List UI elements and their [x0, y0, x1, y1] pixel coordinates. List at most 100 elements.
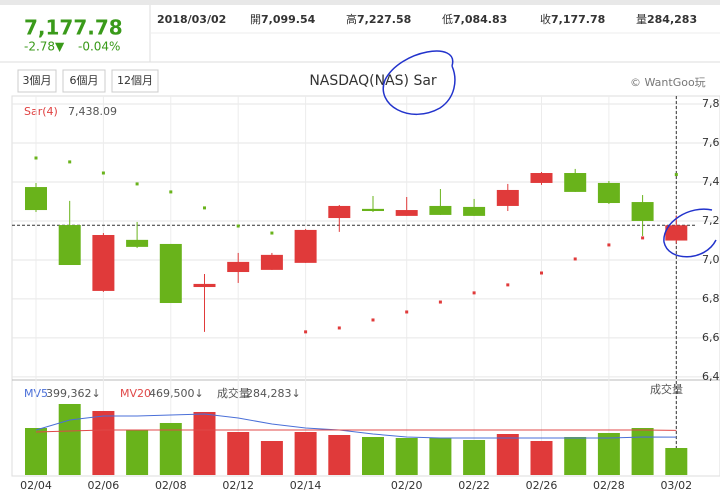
- legend-label: 成交量: [217, 386, 250, 400]
- candle-body: [496, 189, 519, 206]
- volume-bar: [227, 431, 250, 475]
- sar-dot: [607, 243, 611, 247]
- sar-dot: [34, 156, 38, 160]
- field-value: 7,099.54: [261, 13, 316, 26]
- sar-dot: [135, 182, 139, 186]
- x-tick-label: 02/04: [20, 479, 52, 492]
- y-tick-label: 6,800: [702, 292, 720, 305]
- volume-bar: [362, 436, 384, 475]
- volume-bar: [463, 439, 486, 475]
- volume-bar: [328, 435, 351, 475]
- sar-dot: [674, 173, 678, 177]
- x-tick-label: 02/14: [290, 479, 322, 492]
- volume-bar: [58, 403, 81, 475]
- y-tick-label: 7,400: [702, 175, 720, 188]
- moving-average: [35, 429, 677, 433]
- volume-bar: [294, 431, 317, 475]
- x-tick-label: 02/28: [593, 479, 625, 492]
- x-tick-label: 02/06: [88, 479, 120, 492]
- field-value: 7,177.78: [551, 13, 605, 26]
- volume-bar: [665, 447, 688, 475]
- field-value: 7,227.58: [357, 13, 411, 26]
- field-label: 開: [250, 13, 261, 26]
- candle-body: [631, 202, 654, 221]
- y-tick-label: 7,800: [702, 97, 720, 110]
- range-button[interactable]: [62, 69, 106, 93]
- field-label: 低: [442, 13, 453, 26]
- sar-dot: [236, 224, 240, 228]
- range-button-label[interactable]: 6個月: [70, 74, 99, 87]
- candle-body: [126, 239, 149, 247]
- candle-body: [463, 206, 486, 216]
- volume-bar: [260, 440, 283, 475]
- legend-value: 284,283↓: [246, 387, 301, 400]
- x-tick-label: 02/12: [222, 479, 254, 492]
- change-pct: -0.04%: [78, 40, 120, 54]
- field-value: 7,084.83: [453, 13, 507, 26]
- date: 2018/03/02: [157, 13, 226, 26]
- x-tick-label: 02/26: [526, 479, 558, 492]
- sar-dot: [540, 271, 543, 275]
- volume-bar: [126, 429, 149, 475]
- sar-dot: [641, 236, 645, 240]
- candle-body: [260, 254, 283, 270]
- candle-body: [429, 205, 452, 215]
- toolbar: 3個月 6個月 12個月: [17, 69, 159, 93]
- sar-dot: [68, 160, 72, 164]
- x-tick-label: 02/20: [391, 479, 423, 492]
- range-button[interactable]: [111, 69, 159, 93]
- volume-bar: [597, 432, 620, 475]
- price: 7,177.78: [24, 16, 123, 40]
- volume-bar: [193, 411, 216, 475]
- volume-bar: [631, 428, 654, 475]
- y-tick-label: 7,000: [702, 253, 720, 266]
- field-value: 284,283: [647, 13, 697, 26]
- candle-body: [193, 283, 216, 288]
- sar-dot: [371, 318, 375, 322]
- volume-bar: [395, 438, 418, 475]
- copyright: © WantGoo玩: [630, 76, 706, 89]
- candle-body: [597, 182, 620, 204]
- volume-bar: [564, 436, 587, 475]
- marks: 6,400 6,600 6,800 7,000 7,200 7,400 7,600 7,800…: [12, 96, 720, 492]
- candle-body: [564, 173, 587, 192]
- volume-bar: [429, 438, 452, 475]
- field-label: 量: [636, 13, 647, 26]
- sar-dot: [169, 190, 173, 194]
- panel-title: 成交量: [650, 382, 683, 396]
- range-button-label[interactable]: 3個月: [23, 74, 52, 87]
- range-button-label[interactable]: 12個月: [117, 74, 153, 87]
- candle-body: [92, 234, 115, 291]
- legend-value: 399,362↓: [46, 387, 101, 400]
- candle-body: [159, 243, 182, 304]
- sar-dot: [438, 300, 442, 304]
- sar-dot: [304, 330, 308, 334]
- legend-value: 469,500↓: [149, 387, 204, 400]
- y-tick-label: 6,600: [702, 331, 720, 344]
- sar-dot: [101, 171, 105, 175]
- y-tick-label: 7,600: [702, 136, 720, 149]
- volume-bar: [496, 434, 519, 475]
- field-label: 收: [540, 12, 551, 26]
- candle-body: [665, 225, 688, 241]
- top-strip: [0, 0, 720, 5]
- moving-average: [35, 413, 677, 439]
- sar-dot: [203, 206, 206, 210]
- candle-body: [25, 187, 47, 211]
- x-tick-label: 02/22: [458, 479, 490, 492]
- volume-bar: [530, 440, 553, 475]
- hand-annotation: [382, 50, 456, 116]
- candle-body: [328, 205, 351, 219]
- candle-body: [395, 210, 418, 216]
- candle-body: [227, 261, 250, 273]
- x-tick-label: 03/02: [660, 479, 692, 492]
- x-tick-label: 02/08: [155, 479, 187, 492]
- range-button[interactable]: [17, 69, 57, 93]
- y-tick-label: 7,200: [702, 214, 720, 227]
- sar-dot: [337, 326, 341, 330]
- volume-bar: [159, 422, 182, 475]
- y-tick-label: 6,400: [702, 370, 720, 383]
- candle-body: [294, 229, 317, 263]
